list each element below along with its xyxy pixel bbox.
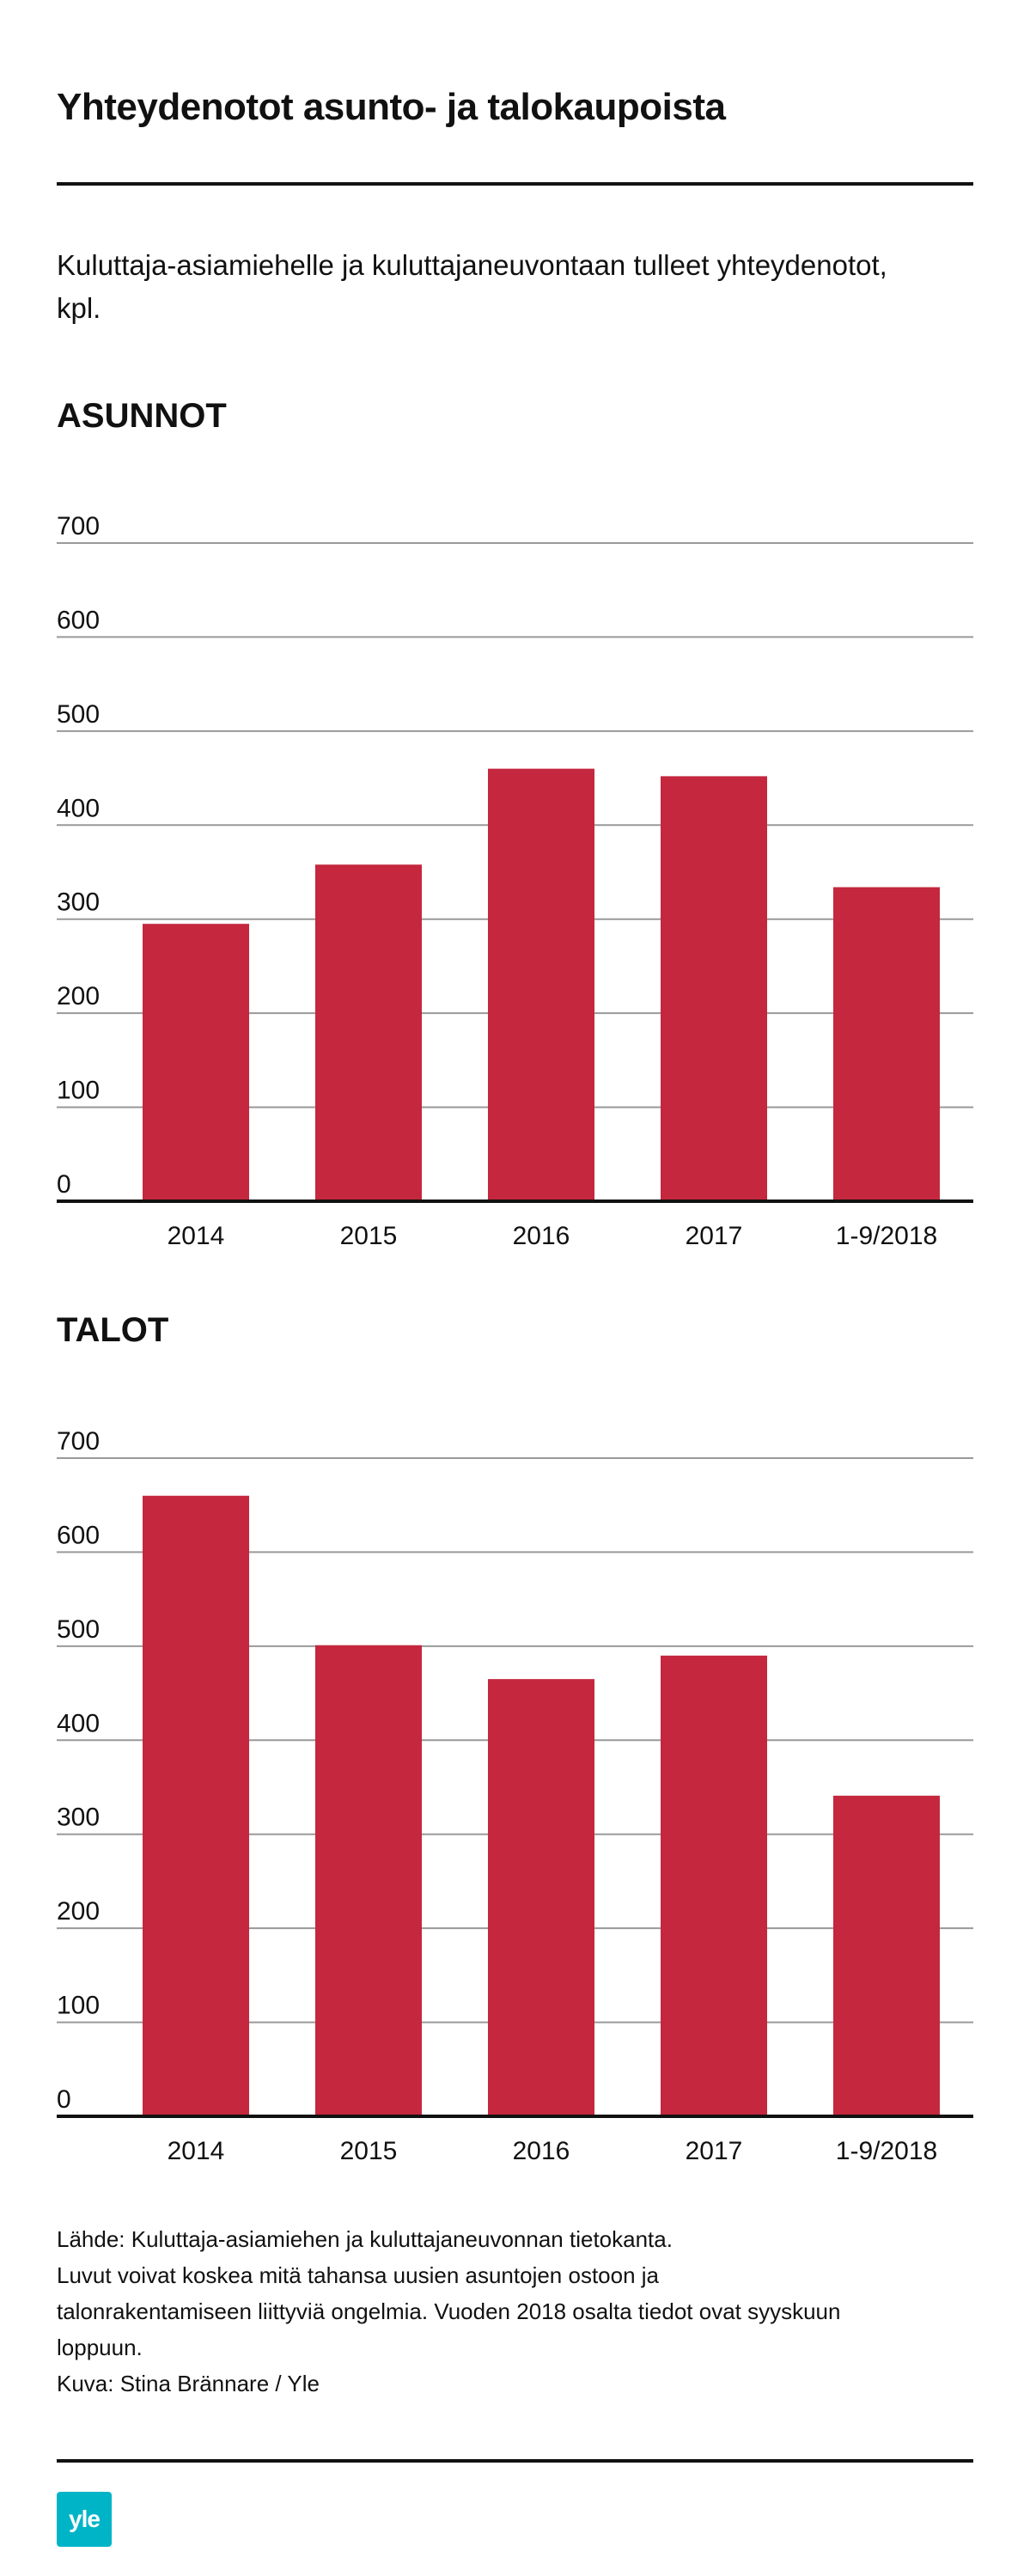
y-tick-label: 0: [57, 1170, 71, 1199]
x-tick-label: 2017: [686, 2137, 743, 2165]
x-tick-label: 2017: [686, 1222, 743, 1250]
x-tick-label: 1-9/2018: [836, 2137, 937, 2165]
note-line: Lähde: Kuluttaja-asiamiehen ja kuluttaja…: [57, 2226, 673, 2252]
bar-2014: [143, 924, 249, 1201]
source-notes: Lähde: Kuluttaja-asiamiehen ja kuluttaja…: [57, 2221, 984, 2402]
page-title: Yhteydenotot asunto- ja talokaupoista: [57, 86, 726, 128]
y-tick-label: 400: [57, 1709, 100, 1737]
yle-logo-icon: yle: [57, 2492, 112, 2547]
x-tick-label: 2015: [340, 1222, 398, 1250]
y-tick-label: 200: [57, 1897, 100, 1926]
x-tick-label: 1-9/2018: [836, 1222, 937, 1250]
y-tick-label: 100: [57, 1077, 100, 1105]
bar-2016: [488, 1679, 594, 2116]
bar-2015: [315, 864, 422, 1201]
bar-1-9/2018: [833, 887, 940, 1201]
x-tick-label: 2015: [340, 2137, 398, 2165]
note-line: Kuva: Stina Brännare / Yle: [57, 2371, 320, 2396]
chart-title-asunnot: ASUNNOT: [57, 397, 227, 435]
logo-text: yle: [69, 2506, 101, 2532]
y-tick-label: 500: [57, 1615, 100, 1644]
y-tick-label: 600: [57, 606, 100, 634]
y-tick-label: 0: [57, 2085, 71, 2114]
y-tick-label: 300: [57, 888, 100, 917]
page-subtitle: Kuluttaja-asiamiehelle ja kuluttajaneuvo…: [57, 249, 887, 324]
y-tick-label: 300: [57, 1804, 100, 1832]
bar-1-9/2018: [833, 1795, 940, 2116]
y-tick-label: 700: [57, 512, 100, 540]
y-tick-label: 600: [57, 1521, 100, 1549]
note-line: loppuun.: [57, 2335, 143, 2360]
note-line: talonrakentamiseen liittyviä ongelmia. V…: [57, 2298, 841, 2324]
chart-talot: 0 100 200 300 400 500 600 700 2014 2015 2016 2017 1-…: [57, 1427, 973, 2165]
y-tick-label: 100: [57, 1992, 100, 2020]
x-tick-label: 2016: [513, 1222, 570, 1250]
bar-2014: [143, 1495, 249, 2116]
y-tick-label: 500: [57, 700, 100, 729]
y-tick-label: 400: [57, 794, 100, 822]
note-line: Luvut voivat koskea mitä tahansa uusien …: [57, 2262, 660, 2288]
bar-2017: [661, 776, 767, 1201]
x-tick-label: 2014: [168, 1222, 225, 1250]
bar-2017: [661, 1655, 767, 2116]
y-tick-label: 700: [57, 1427, 100, 1456]
y-tick-label: 200: [57, 982, 100, 1010]
chart-title-talot: TALOT: [57, 1311, 169, 1349]
bar-2015: [315, 1645, 422, 2116]
bar-2016: [488, 768, 594, 1201]
footer-divider: [57, 2459, 973, 2463]
chart-asunnot: 0 100 200 300 400 500 600 700 2014 2015 2016 2017 1-…: [57, 512, 973, 1250]
header-divider: [57, 182, 973, 186]
x-tick-label: 2014: [168, 2137, 225, 2165]
x-tick-label: 2016: [513, 2137, 570, 2165]
